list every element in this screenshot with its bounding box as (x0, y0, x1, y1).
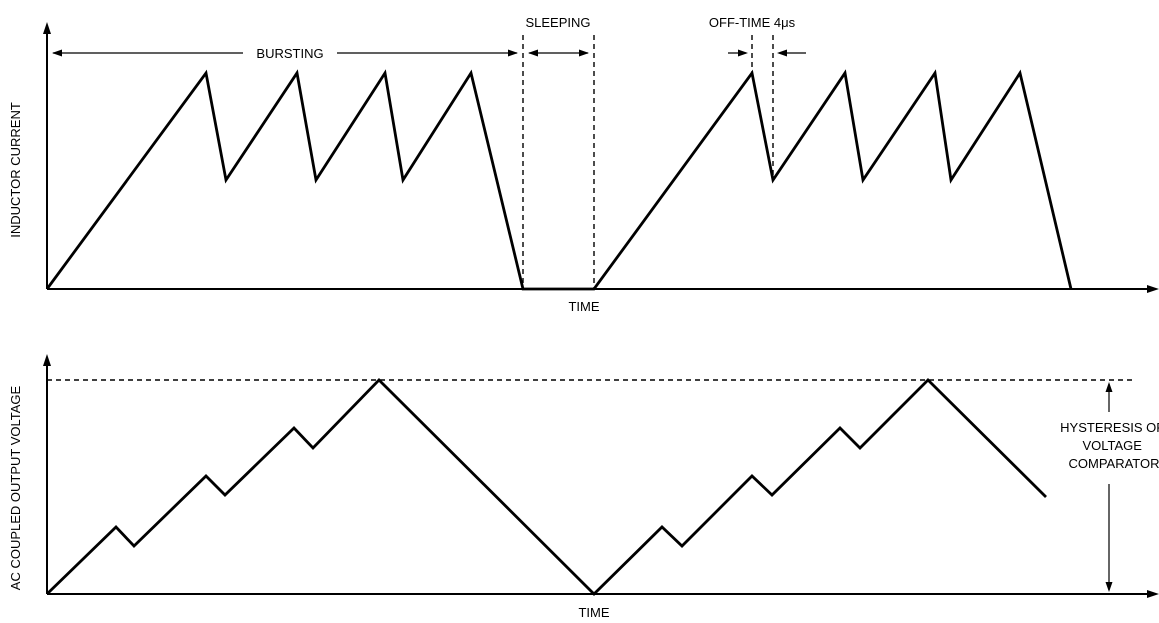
bursting-label: BURSTING (256, 46, 323, 61)
hysteresis-label-line-1: HYSTERESIS OF (1060, 420, 1159, 435)
output-voltage-waveform (46, 378, 1047, 596)
inductor-current-waveform (45, 69, 1073, 291)
hysteresis-label-line-2: VOLTAGE (1082, 438, 1142, 453)
sleeping-arrow (528, 49, 589, 57)
top-y-axis-arrow (43, 22, 51, 34)
off-time-label: OFF-TIME 4μs (709, 15, 796, 30)
bottom-x-axis-label: TIME (578, 605, 609, 620)
bottom-x-axis-arrow (1147, 590, 1159, 598)
bursting-arrow (52, 49, 518, 57)
top-x-axis-label: TIME (568, 299, 599, 314)
hysteresis-arrow (1105, 382, 1113, 592)
hysteresis-label-line-3: COMPARATOR (1068, 456, 1159, 471)
off-time-arrows (728, 49, 806, 57)
bottom-y-axis-label: AC COUPLED OUTPUT VOLTAGE (8, 385, 23, 590)
inductor-current-plot: BURSTING SLEEPING OFF-TIME 4μs INDUCTOR … (8, 15, 1159, 314)
bottom-y-axis-arrow (43, 354, 51, 366)
output-voltage-plot: HYSTERESIS OF VOLTAGE COMPARATOR AC COUP… (8, 354, 1159, 620)
hysteresis-label: HYSTERESIS OF VOLTAGE COMPARATOR (1060, 420, 1159, 471)
top-x-axis-arrow (1147, 285, 1159, 293)
top-y-axis-label: INDUCTOR CURRENT (8, 102, 23, 238)
sleeping-label: SLEEPING (525, 15, 590, 30)
